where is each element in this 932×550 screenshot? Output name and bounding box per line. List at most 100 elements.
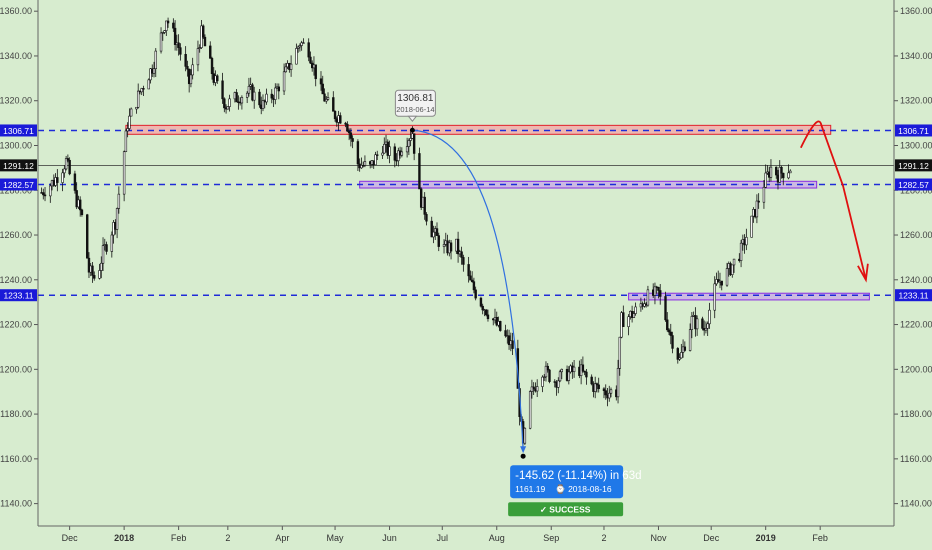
candle [78, 196, 82, 217]
candle [546, 363, 549, 373]
projection-arrowhead [857, 263, 869, 283]
candle-body [376, 154, 379, 156]
candle [298, 43, 302, 52]
candle-body [680, 352, 683, 359]
candle-body [172, 22, 175, 29]
candle-body [300, 42, 303, 46]
candle-body [764, 172, 767, 188]
x-tick-label: Sep [543, 533, 559, 543]
candle [149, 67, 152, 84]
x-tick-label: Jun [382, 533, 397, 543]
candle-body [129, 108, 133, 117]
candle-body [581, 364, 585, 372]
candle-body [210, 58, 214, 74]
candle [325, 96, 328, 104]
candle [61, 168, 64, 192]
y-tick-label-right: 1240.00 [900, 275, 932, 285]
candle [460, 246, 463, 265]
candle-body [124, 130, 128, 153]
candle-body [258, 91, 261, 106]
candle [769, 159, 773, 182]
candle [154, 48, 157, 78]
candle-body [725, 268, 729, 286]
candle [731, 264, 734, 278]
candle [270, 89, 273, 104]
candle [274, 83, 277, 105]
level-label-lower-right [895, 289, 932, 302]
candle [152, 61, 156, 78]
candle [374, 151, 377, 166]
x-tick-label: Nov [650, 533, 667, 543]
candle-body [247, 86, 251, 94]
candle [558, 369, 562, 383]
projection-arrow[interactable] [800, 120, 869, 283]
candle [397, 147, 400, 167]
candle [590, 374, 593, 386]
candle-body [523, 427, 527, 444]
candle-body [548, 369, 551, 382]
candle [407, 138, 411, 156]
candle-body [115, 208, 119, 230]
candle [383, 137, 386, 154]
candle [282, 63, 286, 96]
candle [98, 263, 101, 280]
candle-body [98, 270, 101, 279]
candle [667, 328, 671, 335]
candle [202, 24, 205, 39]
measure-end-dot[interactable] [520, 453, 526, 459]
candle [101, 237, 105, 271]
candle-body [186, 66, 189, 70]
candle-body [282, 71, 286, 92]
candle [425, 212, 428, 226]
candle [504, 324, 507, 338]
candle-body [646, 289, 650, 306]
candle [400, 147, 404, 158]
candle [117, 186, 121, 214]
candle-body [78, 199, 82, 211]
level-label-upper-right-text: 1306.71 [898, 126, 929, 136]
candle-body [203, 36, 207, 47]
candle-body [775, 166, 778, 176]
y-tick-label-right: 1340.00 [900, 51, 932, 61]
candle [442, 239, 446, 254]
candle [258, 88, 261, 108]
candle [499, 320, 502, 332]
candle [314, 64, 317, 87]
candle-body [319, 78, 323, 85]
candle [376, 150, 379, 161]
candle [616, 359, 620, 404]
candle [326, 92, 330, 101]
candle-body [546, 365, 549, 371]
candle [73, 170, 77, 194]
y-tick-label-right: 1140.00 [900, 499, 932, 509]
candle-body [460, 251, 463, 258]
candle [486, 309, 490, 322]
candle [481, 303, 484, 315]
candle-body [627, 316, 630, 328]
candle [159, 27, 163, 54]
candle-body [683, 346, 687, 351]
measure-start-dot[interactable] [409, 127, 415, 133]
zone-support-low[interactable] [628, 292, 870, 301]
projection-path[interactable] [800, 120, 867, 280]
candle-body [261, 100, 265, 109]
last-price-label-left-text: 1291.12 [3, 161, 34, 171]
candle [179, 43, 182, 61]
candle [228, 94, 231, 112]
candle [423, 192, 426, 220]
candle-body [585, 371, 588, 378]
candle [223, 97, 226, 113]
candle [110, 231, 114, 258]
candle-body [532, 386, 535, 390]
level-label-upper-right [895, 124, 932, 137]
measure-start-pointer [407, 115, 418, 123]
candle-body [755, 200, 759, 218]
candle [701, 316, 704, 331]
candle-body [405, 146, 409, 153]
candle [302, 38, 305, 44]
measure-result-box [510, 465, 624, 499]
candle [247, 77, 251, 97]
candle-body [68, 159, 71, 175]
